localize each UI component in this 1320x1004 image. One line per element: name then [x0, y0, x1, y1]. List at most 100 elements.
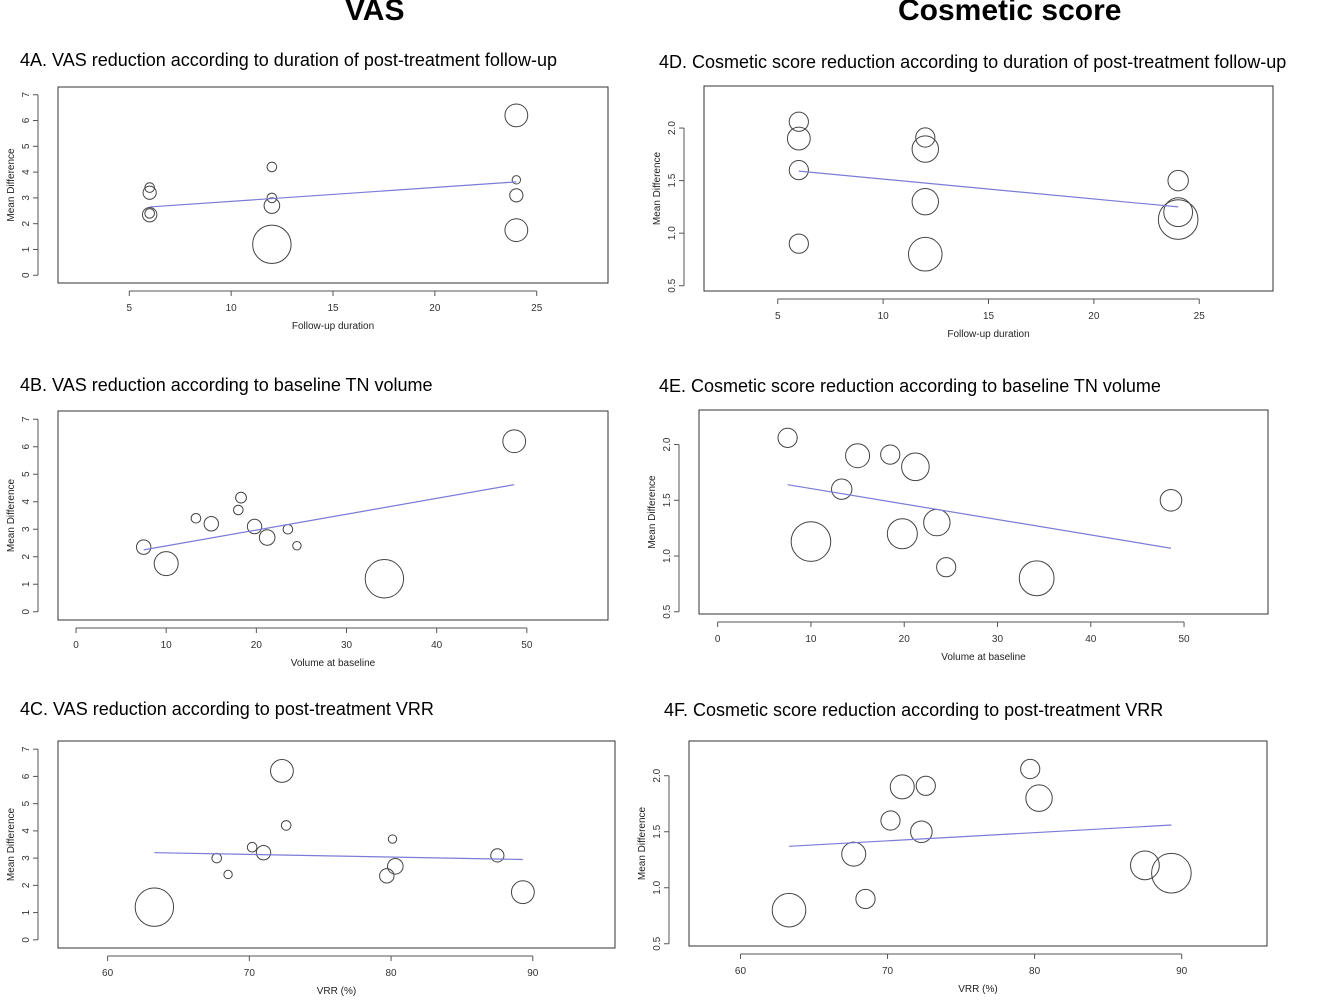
data-point: [364, 559, 405, 599]
panel-f-y-axis-label: Mean Difference: [637, 806, 648, 880]
y-tick-label: 6: [21, 773, 32, 779]
data-point: [845, 443, 871, 469]
panel-f-plot: 0.5 1.0 1.5 2.0 60 70 80 90 VRR (%) Mean Differen…: [637, 740, 1268, 995]
x-tick-label: 90: [527, 968, 539, 979]
y-tick-label: 1.5: [662, 493, 673, 507]
x-tick-label: 60: [735, 966, 747, 977]
x-tick-label: 10: [878, 311, 890, 322]
x-tick-label: 50: [1178, 634, 1190, 645]
data-point: [915, 775, 936, 796]
y-tick-label: 0: [21, 609, 32, 615]
y-tick-label: 0: [21, 272, 32, 278]
panel-b-x-axis-label: Volume at baseline: [291, 658, 376, 669]
y-tick-label: 0: [21, 937, 32, 943]
x-tick-label: 20: [1088, 311, 1100, 322]
x-tick-label: 20: [899, 634, 911, 645]
data-point: [190, 512, 202, 524]
data-point: [504, 218, 529, 243]
data-point: [252, 224, 292, 265]
data-point: [936, 557, 957, 578]
data-point: [203, 516, 219, 532]
data-point: [258, 529, 276, 546]
data-point: [1130, 850, 1160, 881]
data-point: [246, 518, 263, 535]
panel-4e-title: 4E. Cosmetic score reduction according t…: [659, 376, 1161, 396]
panel-4f-title: 4F. Cosmetic score reduction according t…: [664, 700, 1164, 720]
y-tick-label: 4: [21, 169, 32, 175]
y-tick-label: 1: [21, 246, 32, 252]
y-tick-label: 3: [21, 855, 32, 861]
data-point: [223, 869, 233, 880]
data-point: [235, 491, 247, 504]
panel-4a-title: 4A. VAS reduction according to duration …: [20, 50, 557, 70]
data-point: [910, 820, 933, 844]
y-tick-label: 5: [21, 800, 32, 806]
data-point: [786, 126, 811, 151]
data-point: [255, 844, 272, 861]
data-point: [923, 508, 951, 537]
x-tick-label: 50: [521, 640, 533, 651]
y-tick-label: 7: [21, 416, 32, 422]
panel-f-frame: [688, 740, 1268, 947]
data-point: [270, 759, 294, 783]
panel-b-plot: 0 1 2 3 4 5 6 7 0 10 20 30 40 50 Volume at baseline Mea…: [6, 410, 609, 669]
y-tick-label: 0.5: [652, 936, 663, 950]
panel-4b-title: 4B. VAS reduction according to baseline …: [20, 375, 433, 395]
x-tick-label: 30: [992, 634, 1004, 645]
panel-b-frame: [57, 410, 609, 621]
data-point: [907, 236, 943, 272]
panel-d-frame: [703, 85, 1274, 292]
x-tick-label: 60: [102, 968, 114, 979]
panel-e-y-axis-label: Mean Difference: [647, 475, 658, 549]
panel-c-y-axis-label: Mean Difference: [6, 807, 17, 881]
cosmetic-column-heading: Cosmetic score: [898, 0, 1122, 27]
x-tick-label: 80: [386, 968, 398, 979]
x-tick-label: 10: [161, 640, 173, 651]
y-tick-label: 2: [21, 554, 32, 560]
panel-a-regression-line: [149, 181, 517, 208]
data-point: [511, 175, 522, 185]
data-point: [1025, 784, 1053, 812]
data-point: [1167, 169, 1189, 192]
panel-a-frame: [57, 86, 609, 284]
panel-e-frame: [698, 409, 1269, 615]
panel-b-regression-line: [143, 484, 515, 551]
panel-e-regression-line: [787, 484, 1172, 549]
data-point: [502, 429, 527, 454]
data-point: [1157, 199, 1199, 240]
x-tick-label: 25: [1194, 311, 1206, 322]
data-point: [504, 103, 529, 128]
x-tick-label: 30: [341, 640, 353, 651]
y-tick-label: 2.0: [667, 121, 678, 135]
data-point: [880, 444, 901, 465]
vas-column-heading: VAS: [345, 0, 405, 27]
panel-4d-title: 4D. Cosmetic score reduction according t…: [659, 52, 1287, 72]
y-tick-label: 1.0: [662, 549, 673, 563]
data-point: [387, 834, 398, 844]
x-tick-label: 15: [327, 303, 339, 314]
data-point: [1018, 560, 1055, 597]
y-tick-label: 1.0: [667, 226, 678, 240]
y-tick-label: 3: [21, 526, 32, 532]
data-point: [1159, 488, 1183, 512]
y-tick-label: 7: [21, 746, 32, 752]
panel-4c-title: 4C. VAS reduction according to post-trea…: [20, 699, 434, 719]
x-tick-label: 25: [531, 303, 543, 314]
y-tick-label: 1.0: [652, 880, 663, 894]
data-point: [153, 551, 179, 577]
y-tick-label: 1: [21, 909, 32, 915]
panel-b-y-axis-label: Mean Difference: [6, 478, 17, 552]
data-point: [490, 848, 505, 863]
data-point: [387, 857, 404, 875]
y-tick-label: 1.5: [652, 824, 663, 838]
x-tick-label: 15: [983, 311, 995, 322]
x-tick-label: 20: [429, 303, 441, 314]
data-point: [841, 841, 867, 867]
panel-c-regression-line: [154, 852, 523, 861]
panel-e-plot: 0.5 1.0 1.5 2.0 0 10 20 30 40 50 Volume at baselin…: [647, 409, 1269, 663]
panel-d-regression-line: [798, 170, 1179, 208]
x-tick-label: 0: [715, 634, 721, 645]
panel-d-plot: 0.5 1.0 1.5 2.0 5 10 15 20 25 Follow-up duration M…: [652, 85, 1274, 340]
data-point: [911, 135, 939, 163]
data-point: [509, 188, 524, 203]
